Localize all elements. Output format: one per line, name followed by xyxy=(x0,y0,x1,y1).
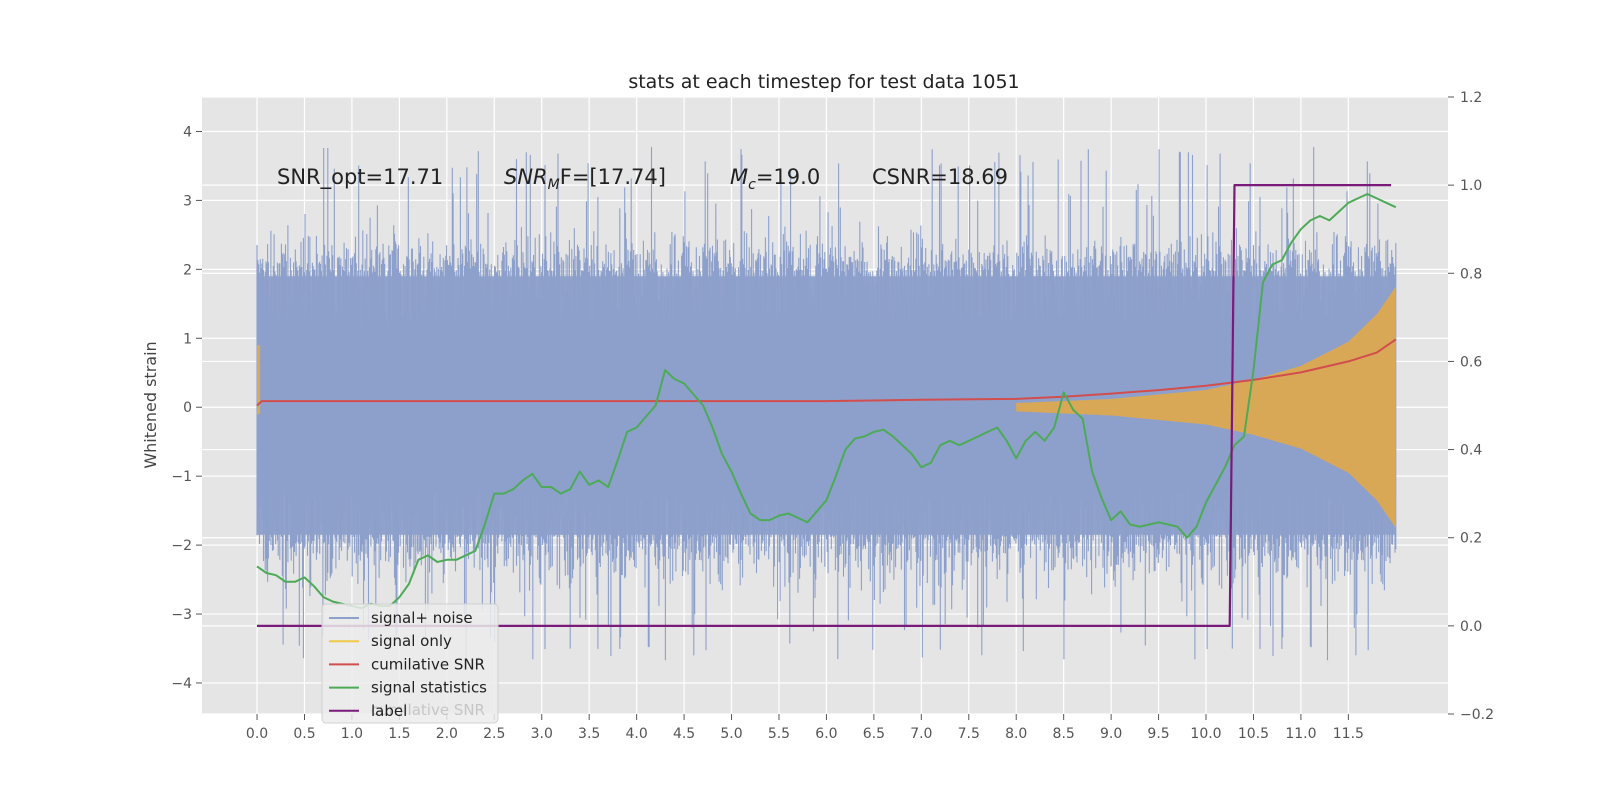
y-left-tick-label: −3 xyxy=(171,607,192,623)
x-tick-label: 9.0 xyxy=(1100,726,1122,742)
snr-mf-symbol: SNR xyxy=(504,165,548,189)
snr-mf-subscript: M xyxy=(548,177,560,193)
chirp-mass-symbol: M xyxy=(730,165,748,189)
chart-title: stats at each timestep for test data 105… xyxy=(628,71,1019,93)
y-left-tick-label: −4 xyxy=(171,676,192,692)
x-tick-label: 10.5 xyxy=(1238,726,1269,742)
y-right-tick-label: 0.4 xyxy=(1460,443,1482,459)
legend-items: signal+ noise signal only cumilative SNR si… xyxy=(329,609,487,720)
y-left-tick-label: 4 xyxy=(183,124,192,140)
y-left-tick-label: −2 xyxy=(171,538,192,554)
legend-label: signal+ noise xyxy=(371,609,473,627)
chirp-mass-value: =19.0 xyxy=(756,165,820,189)
x-tick-label: 6.5 xyxy=(863,726,885,742)
x-tick-label: 7.0 xyxy=(910,726,932,742)
csnr-annotation: CSNR=18.69 xyxy=(872,165,1008,189)
signal-only-series xyxy=(257,286,1396,528)
x-tick-label: 6.0 xyxy=(815,726,837,742)
y-right-tick-label: −0.2 xyxy=(1460,707,1494,723)
label-line xyxy=(257,184,1392,628)
y-right-tick-label: 0.8 xyxy=(1460,266,1482,282)
legend-ghost-text: cumilative SNR xyxy=(371,701,485,719)
snr-mf-annotation: SNRMF=[17.74] xyxy=(504,165,666,193)
legend: cumilative SNR signal+ noise signal only c… xyxy=(321,603,499,724)
legend-box xyxy=(321,603,499,724)
x-tick-label: 7.5 xyxy=(958,726,980,742)
snr-mf-value: F=[17.74] xyxy=(560,165,666,189)
y-right-tick-label: 1.2 xyxy=(1460,90,1482,106)
x-tick-label: 3.0 xyxy=(531,726,553,742)
x-axis-ticks: 0.0 0.5 1.0 1.5 2.0 2.5 3.0 3.5 4.0 4.5 5.0 5.5 6.0 6… xyxy=(246,714,1364,742)
y-left-tick-label: 1 xyxy=(183,331,192,347)
legend-label: signal statistics xyxy=(371,679,487,697)
y-right-tick-label: 0.6 xyxy=(1460,354,1482,370)
legend-label: signal only xyxy=(371,632,452,650)
x-tick-label: 10.0 xyxy=(1190,726,1221,742)
y-left-tick-label: 2 xyxy=(183,262,192,278)
y-axis-label: Whitened strain xyxy=(141,341,160,468)
y-left-tick-label: 3 xyxy=(183,193,192,209)
chirp-mass-subscript: c xyxy=(748,177,756,193)
x-tick-label: 5.0 xyxy=(720,726,742,742)
y-axis-left-ticks: −4 −3 −2 −1 0 1 2 3 4 xyxy=(171,124,202,692)
x-tick-label: 8.0 xyxy=(1005,726,1027,742)
y-left-tick-label: −1 xyxy=(171,469,192,485)
x-tick-label: 9.5 xyxy=(1147,726,1169,742)
signal-only-envelope xyxy=(1016,286,1396,528)
signal-only-start-spike xyxy=(257,345,261,415)
x-tick-label: 4.0 xyxy=(625,726,647,742)
x-tick-label: 3.5 xyxy=(578,726,600,742)
snr-opt-annotation: SNR_opt=17.71 xyxy=(277,165,443,190)
x-tick-label: 4.5 xyxy=(673,726,695,742)
signal-statistics-line xyxy=(256,193,1397,610)
x-tick-label: 2.5 xyxy=(483,726,505,742)
y-right-tick-label: 1.0 xyxy=(1460,178,1482,194)
x-tick-label: 11.0 xyxy=(1285,726,1316,742)
y-axis-right-ticks: −0.2 0.0 0.2 0.4 0.6 0.8 1.0 1.2 xyxy=(1448,90,1494,723)
y-left-tick-label: 0 xyxy=(183,400,192,416)
x-tick-label: 8.5 xyxy=(1053,726,1075,742)
x-tick-label: 5.5 xyxy=(768,726,790,742)
y-right-tick-label: 0.0 xyxy=(1460,619,1482,635)
x-tick-label: 1.0 xyxy=(341,726,363,742)
chirp-mass-annotation: Mc=19.0 xyxy=(730,165,820,193)
line-series xyxy=(256,184,1397,628)
cumulative-snr-line xyxy=(256,338,1397,407)
x-tick-label: 0.0 xyxy=(246,726,268,742)
x-tick-label: 2.0 xyxy=(436,726,458,742)
y-right-tick-label: 0.2 xyxy=(1460,531,1482,547)
legend-label: label xyxy=(371,702,407,720)
x-tick-label: 1.5 xyxy=(388,726,410,742)
x-tick-label: 11.5 xyxy=(1333,726,1364,742)
x-tick-label: 0.5 xyxy=(293,726,315,742)
annotations: SNR_opt=17.71 SNRMF=[17.74] Mc=19.0 CSNR… xyxy=(277,165,1008,193)
legend-label: cumilative SNR xyxy=(371,655,485,673)
